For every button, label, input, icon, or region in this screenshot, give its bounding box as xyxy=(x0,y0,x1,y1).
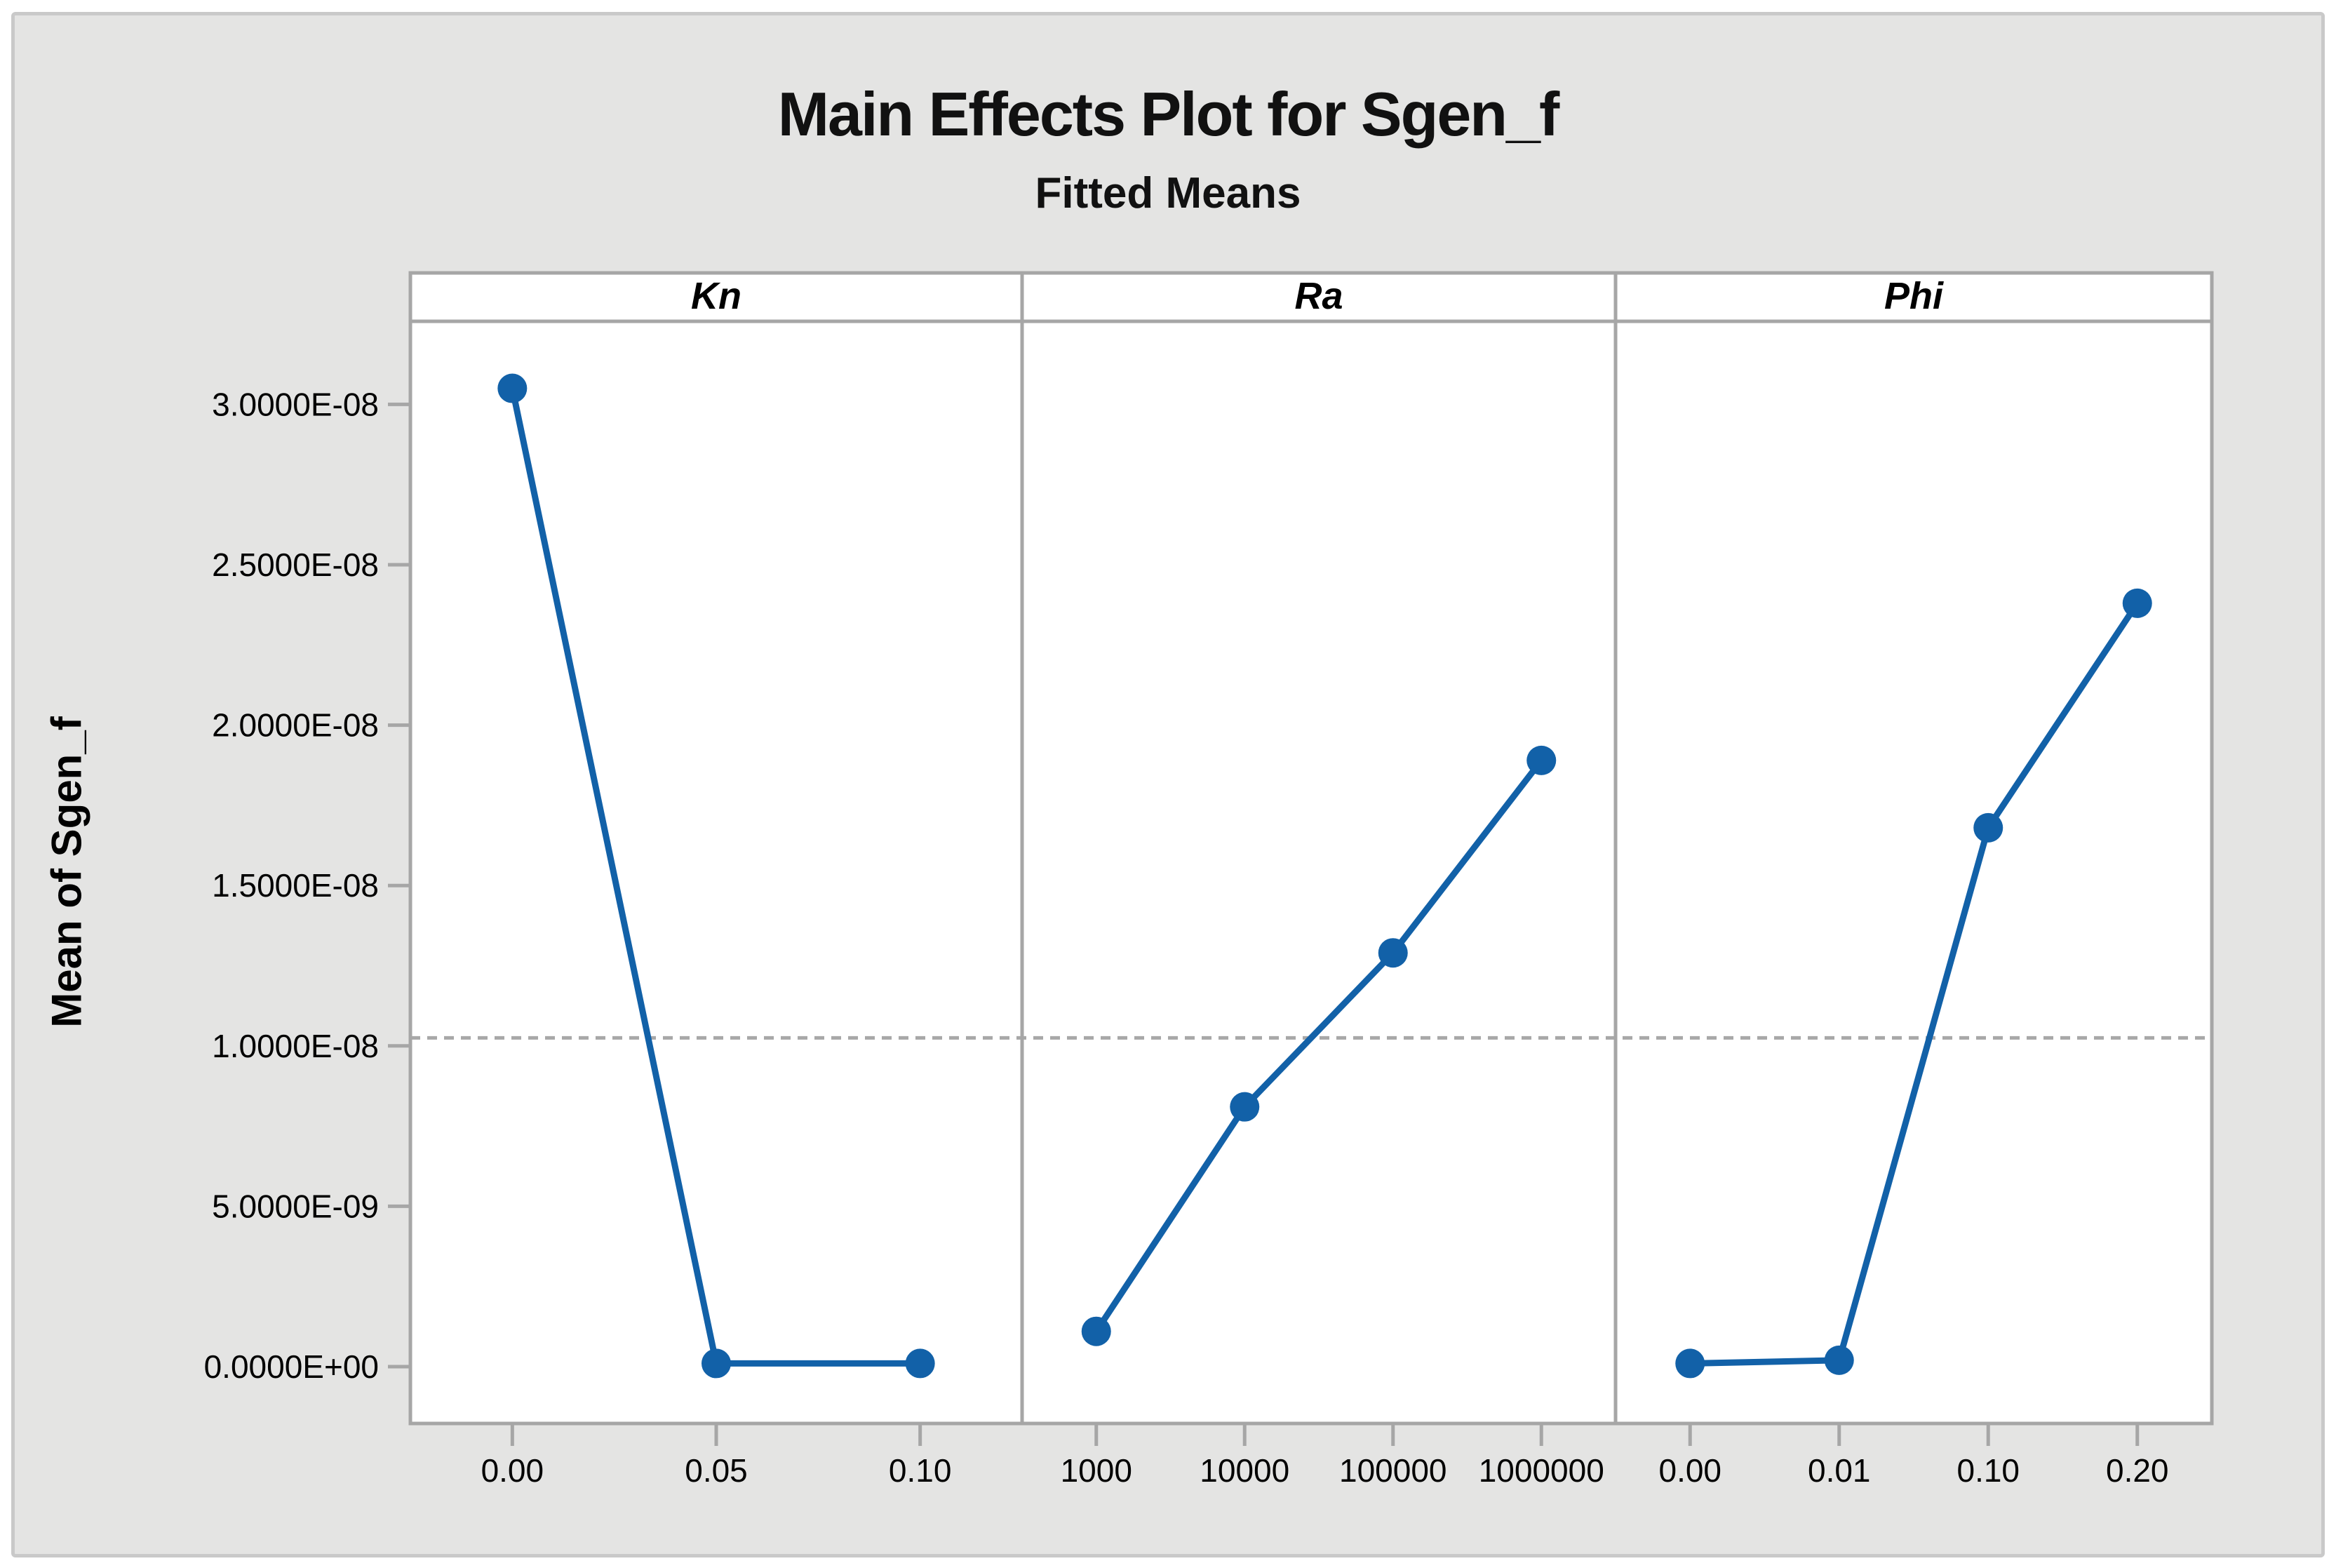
chart-subtitle: Fitted Means xyxy=(1035,169,1301,217)
panel-series-Ra xyxy=(1081,745,1557,1346)
y-tick-label: 5.0000E-09 xyxy=(212,1188,379,1224)
x-tick-label: 10000 xyxy=(1200,1452,1289,1489)
x-tick-label: 0.01 xyxy=(1808,1452,1871,1489)
data-point[interactable] xyxy=(702,1348,731,1379)
panel-header-label: Kn xyxy=(691,275,741,317)
panel-header-label: Phi xyxy=(1884,275,1944,317)
data-point[interactable] xyxy=(1230,1092,1260,1122)
data-point[interactable] xyxy=(1973,812,2003,843)
data-point[interactable] xyxy=(1526,745,1557,775)
panel-series-Phi xyxy=(1675,588,2152,1379)
series-line xyxy=(1686,600,2141,1367)
x-tick-label: 0.00 xyxy=(481,1452,544,1489)
x-tick-label: 0.20 xyxy=(2106,1452,2169,1489)
y-tick-label: 1.0000E-08 xyxy=(212,1028,379,1064)
data-point[interactable] xyxy=(1675,1348,1705,1379)
plot-border xyxy=(408,271,2214,1426)
y-tick-label: 1.5000E-08 xyxy=(212,867,379,904)
panel-series-Kn xyxy=(497,373,935,1379)
y-tick-label: 0.0000E+00 xyxy=(204,1348,379,1385)
y-tick-label: 2.0000E-08 xyxy=(212,707,379,744)
x-tick-label: 0.10 xyxy=(889,1452,952,1489)
panel-background xyxy=(410,273,2212,1423)
chart-title: Main Effects Plot for Sgen_f xyxy=(777,79,1560,149)
series-line xyxy=(1093,757,1545,1335)
data-point[interactable] xyxy=(497,373,528,403)
x-tick-label: 100000 xyxy=(1339,1452,1447,1489)
data-point[interactable] xyxy=(905,1348,935,1379)
y-tick-label: 3.0000E-08 xyxy=(212,386,379,422)
x-tick-label: 0.05 xyxy=(685,1452,748,1489)
x-tick-label: 1000 xyxy=(1061,1452,1132,1489)
x-tick-label: 0.00 xyxy=(1658,1452,1721,1489)
y-tick-label: 2.5000E-08 xyxy=(212,547,379,583)
x-tick-label: 0.10 xyxy=(1956,1452,2020,1489)
data-point[interactable] xyxy=(2122,588,2152,618)
data-point[interactable] xyxy=(1378,938,1408,968)
x-tick-label: 1000000 xyxy=(1479,1452,1604,1489)
panel-header-label: Ra xyxy=(1294,275,1343,317)
data-point[interactable] xyxy=(1824,1345,1854,1375)
data-point[interactable] xyxy=(1081,1316,1111,1346)
